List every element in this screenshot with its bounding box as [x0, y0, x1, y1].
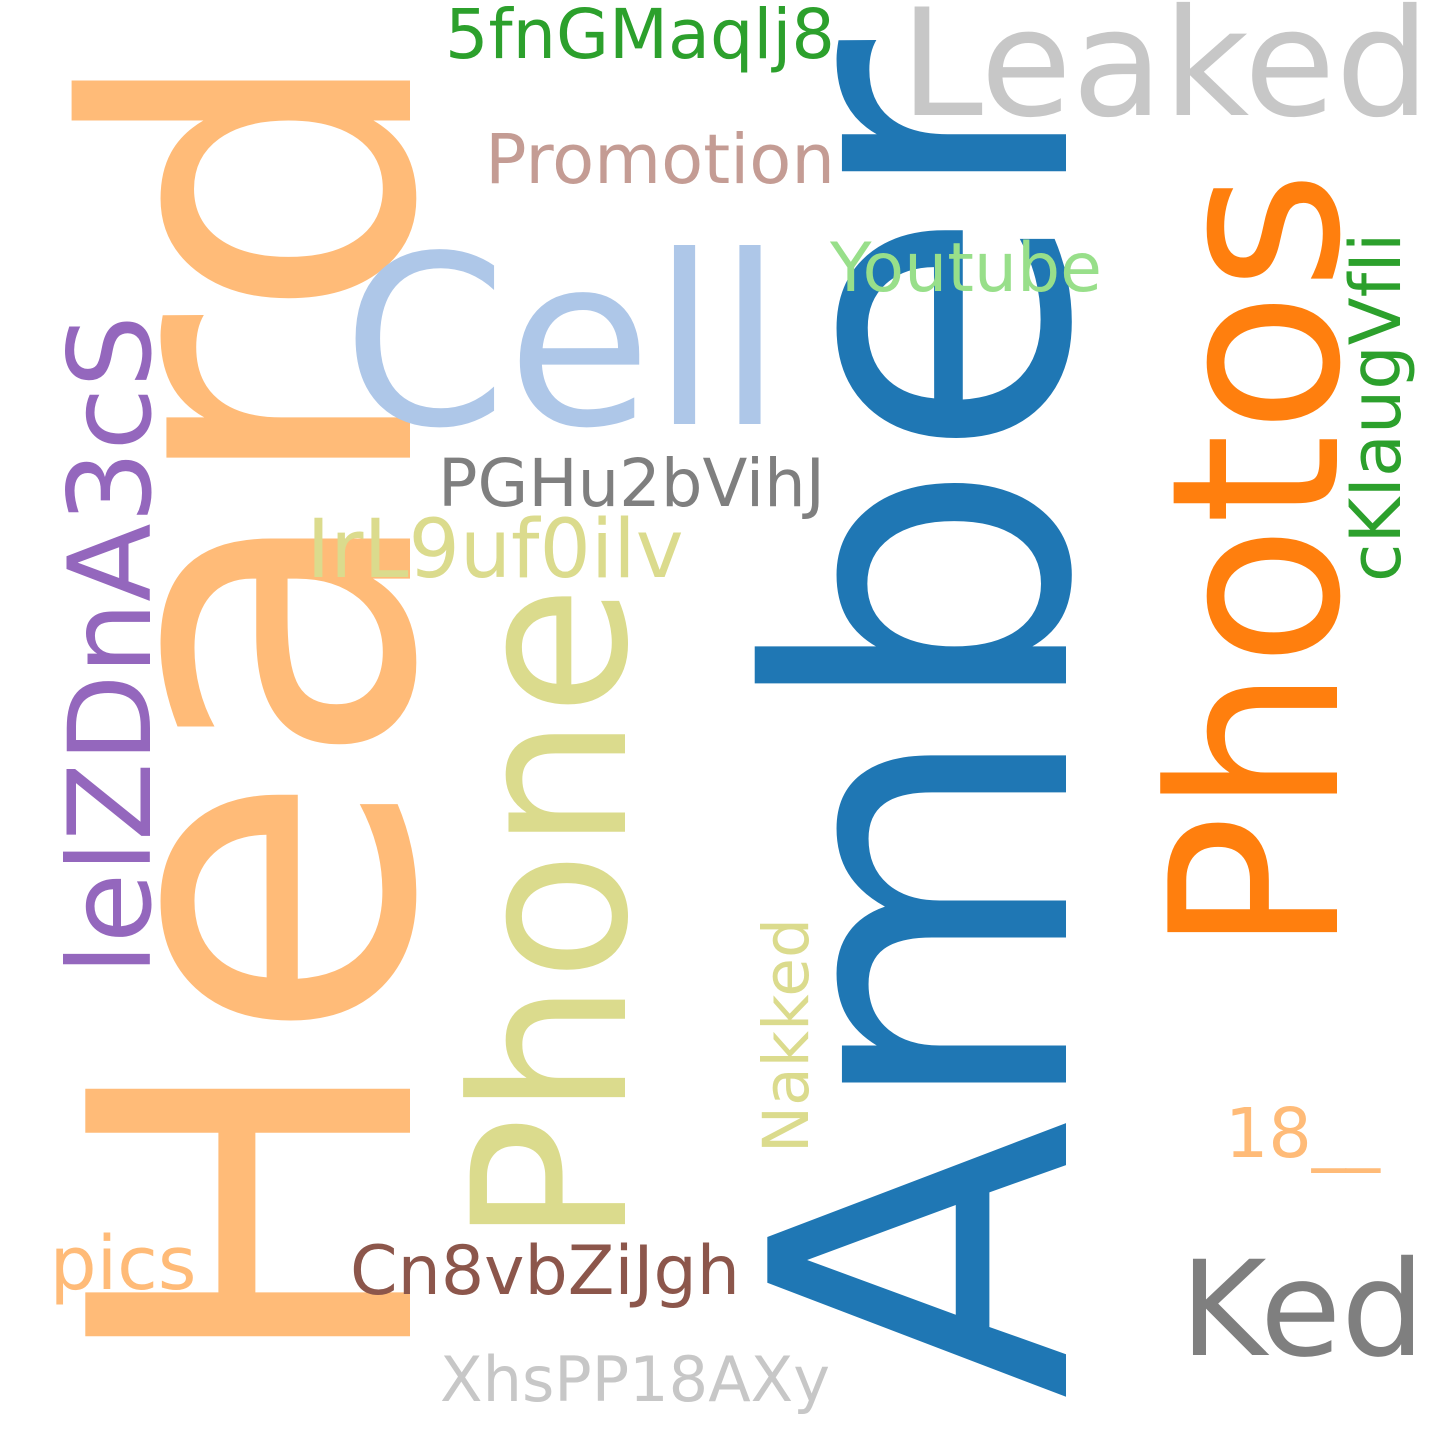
word-lelzdna3cs: lelZDnA3cS	[45, 315, 179, 975]
word-cklaugvfli: cKIaugVfIi	[1335, 232, 1417, 583]
word-pics: pics	[49, 1221, 197, 1308]
word-ked: Ked	[1180, 1233, 1425, 1387]
word-phone: Phone	[427, 585, 676, 1245]
word-youtube: Youtube	[830, 229, 1102, 309]
word-cell: Cell	[342, 204, 783, 480]
word-18: 18__	[1225, 1094, 1380, 1174]
word-promotion: Promotion	[485, 119, 835, 200]
word-5fngmaqlj8: 5fnGMaqlj8	[445, 0, 835, 75]
word-leaked: Leaked	[900, 0, 1430, 151]
word-nakked: Nakked	[750, 918, 824, 1153]
word-irl9uf0ilv: IrL9uf0ilv	[306, 502, 684, 597]
word-xhspp18axy: XhsPP18AXy	[440, 1342, 830, 1416]
word-cn8vbzijgh: Cn8vbZiJgh	[350, 1232, 740, 1312]
word-pghu2bvihj: PGHu2bVihJ	[438, 446, 825, 523]
